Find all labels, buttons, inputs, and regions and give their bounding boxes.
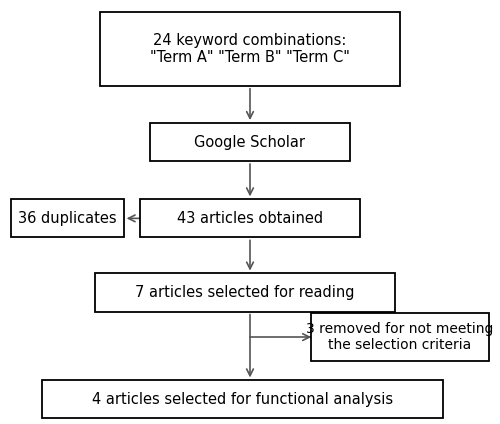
FancyBboxPatch shape — [140, 199, 360, 237]
Text: 3 removed for not meeting
the selection criteria: 3 removed for not meeting the selection … — [306, 322, 494, 352]
Text: 7 articles selected for reading: 7 articles selected for reading — [135, 285, 355, 300]
Text: 36 duplicates: 36 duplicates — [18, 211, 117, 226]
Text: 24 keyword combinations:
"Term A" "Term B" "Term C": 24 keyword combinations: "Term A" "Term … — [150, 33, 350, 65]
Text: 43 articles obtained: 43 articles obtained — [177, 211, 323, 226]
FancyBboxPatch shape — [150, 123, 350, 161]
Text: 4 articles selected for functional analysis: 4 articles selected for functional analy… — [92, 392, 393, 407]
FancyBboxPatch shape — [42, 380, 442, 418]
FancyBboxPatch shape — [311, 313, 489, 361]
FancyBboxPatch shape — [100, 12, 400, 86]
FancyBboxPatch shape — [95, 273, 395, 312]
Text: Google Scholar: Google Scholar — [194, 134, 306, 150]
FancyBboxPatch shape — [12, 199, 124, 237]
